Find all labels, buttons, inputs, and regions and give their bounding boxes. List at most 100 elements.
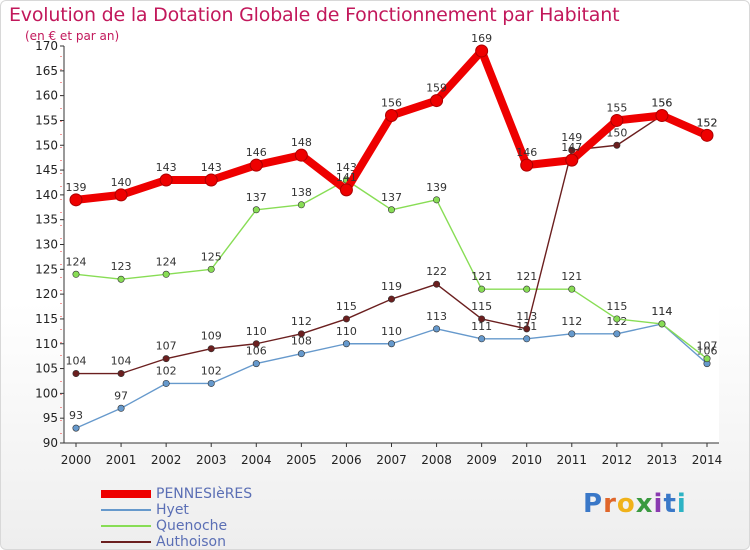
chart-subtitle: (en € et par an) <box>25 29 120 43</box>
data-point <box>207 345 215 353</box>
data-label: 112 <box>291 315 312 328</box>
data-point <box>297 350 305 358</box>
data-point <box>610 113 624 127</box>
data-point <box>162 379 170 387</box>
data-label: 140 <box>111 176 132 189</box>
data-point <box>342 340 350 348</box>
data-point <box>385 108 398 122</box>
data-point <box>568 330 576 338</box>
data-point <box>69 193 83 207</box>
data-label: 113 <box>426 310 447 323</box>
data-point <box>387 340 395 348</box>
logo-letter: x <box>635 489 654 519</box>
y-tick-label: 170 <box>35 39 58 53</box>
data-label: 143 <box>201 161 222 174</box>
data-point <box>252 206 260 214</box>
data-label: 111 <box>471 320 492 333</box>
data-point <box>520 158 534 172</box>
data-point <box>117 370 125 378</box>
y-tick-label: 165 <box>35 64 58 78</box>
data-point <box>342 315 350 323</box>
data-label: 143 <box>336 161 357 174</box>
logo-letter: i <box>653 489 664 519</box>
data-label: 107 <box>697 340 718 353</box>
data-point <box>703 355 711 363</box>
data-label: 137 <box>246 191 267 204</box>
data-point <box>114 188 128 202</box>
data-point <box>613 141 621 149</box>
data-label: 107 <box>156 340 177 353</box>
legend-swatch <box>101 509 151 511</box>
data-point <box>162 270 170 278</box>
y-tick-label: 90 <box>43 436 58 450</box>
x-tick-label: 2004 <box>241 453 272 467</box>
x-tick-label: 2014 <box>692 453 723 467</box>
y-tick-label: 125 <box>35 262 58 276</box>
data-label: 125 <box>201 250 222 263</box>
data-label: 122 <box>426 265 447 278</box>
data-label: 146 <box>246 146 267 159</box>
data-point <box>117 404 125 412</box>
data-label: 148 <box>291 136 312 149</box>
y-tick-label: 135 <box>35 213 58 227</box>
data-point <box>162 355 170 363</box>
data-point <box>565 153 579 167</box>
y-tick-label: 95 <box>43 411 58 425</box>
x-tick-label: 2011 <box>557 453 588 467</box>
data-point <box>700 128 714 142</box>
data-point <box>613 330 621 338</box>
y-tick-label: 120 <box>35 287 58 301</box>
data-point <box>433 196 441 204</box>
legend-swatch <box>101 525 151 527</box>
data-label: 115 <box>606 300 627 313</box>
data-point <box>613 315 621 323</box>
data-point <box>523 335 531 343</box>
data-point <box>339 183 353 197</box>
data-point <box>252 340 260 348</box>
data-label: 143 <box>156 161 177 174</box>
data-label: 149 <box>561 131 582 144</box>
data-label: 139 <box>426 181 447 194</box>
data-point <box>430 94 444 108</box>
data-point <box>658 320 666 328</box>
data-point <box>249 158 263 172</box>
data-point <box>387 206 395 214</box>
y-tick-label: 110 <box>35 337 58 351</box>
y-tick-label: 115 <box>35 312 58 326</box>
x-tick-label: 2012 <box>602 453 633 467</box>
data-point <box>117 275 125 283</box>
chart-title: Evolution de la Dotation Globale de Fonc… <box>9 4 620 26</box>
y-tick-label: 160 <box>35 89 58 103</box>
y-tick-label: 150 <box>35 138 58 152</box>
legend-label: Quenoche <box>156 518 228 534</box>
data-point <box>655 108 669 122</box>
data-label: 112 <box>561 315 582 328</box>
data-label: 93 <box>69 409 83 422</box>
legend-swatch <box>101 490 151 498</box>
data-point <box>72 370 80 378</box>
data-label: 104 <box>66 355 87 368</box>
x-tick-label: 2008 <box>421 453 452 467</box>
line-chart: 90 95 100 105 110 115 120 125 130 135 140 145 150 155… <box>35 32 723 467</box>
data-point <box>478 285 486 293</box>
data-point <box>387 295 395 303</box>
x-tick-label: 2000 <box>61 453 92 467</box>
logo-letter: t <box>663 489 677 519</box>
data-label: 110 <box>246 325 267 338</box>
data-point <box>523 285 531 293</box>
data-label: 104 <box>111 355 132 368</box>
data-label: 106 <box>246 345 267 358</box>
data-point <box>72 424 80 432</box>
data-point <box>72 270 80 278</box>
data-label: 102 <box>156 364 177 377</box>
data-label: 115 <box>336 300 357 313</box>
logo-letter: P <box>583 489 604 519</box>
data-label: 138 <box>291 186 312 199</box>
data-point <box>478 315 486 323</box>
data-point <box>523 325 531 333</box>
data-label: 141 <box>336 171 357 184</box>
data-label: 159 <box>426 82 447 95</box>
data-point <box>478 335 486 343</box>
